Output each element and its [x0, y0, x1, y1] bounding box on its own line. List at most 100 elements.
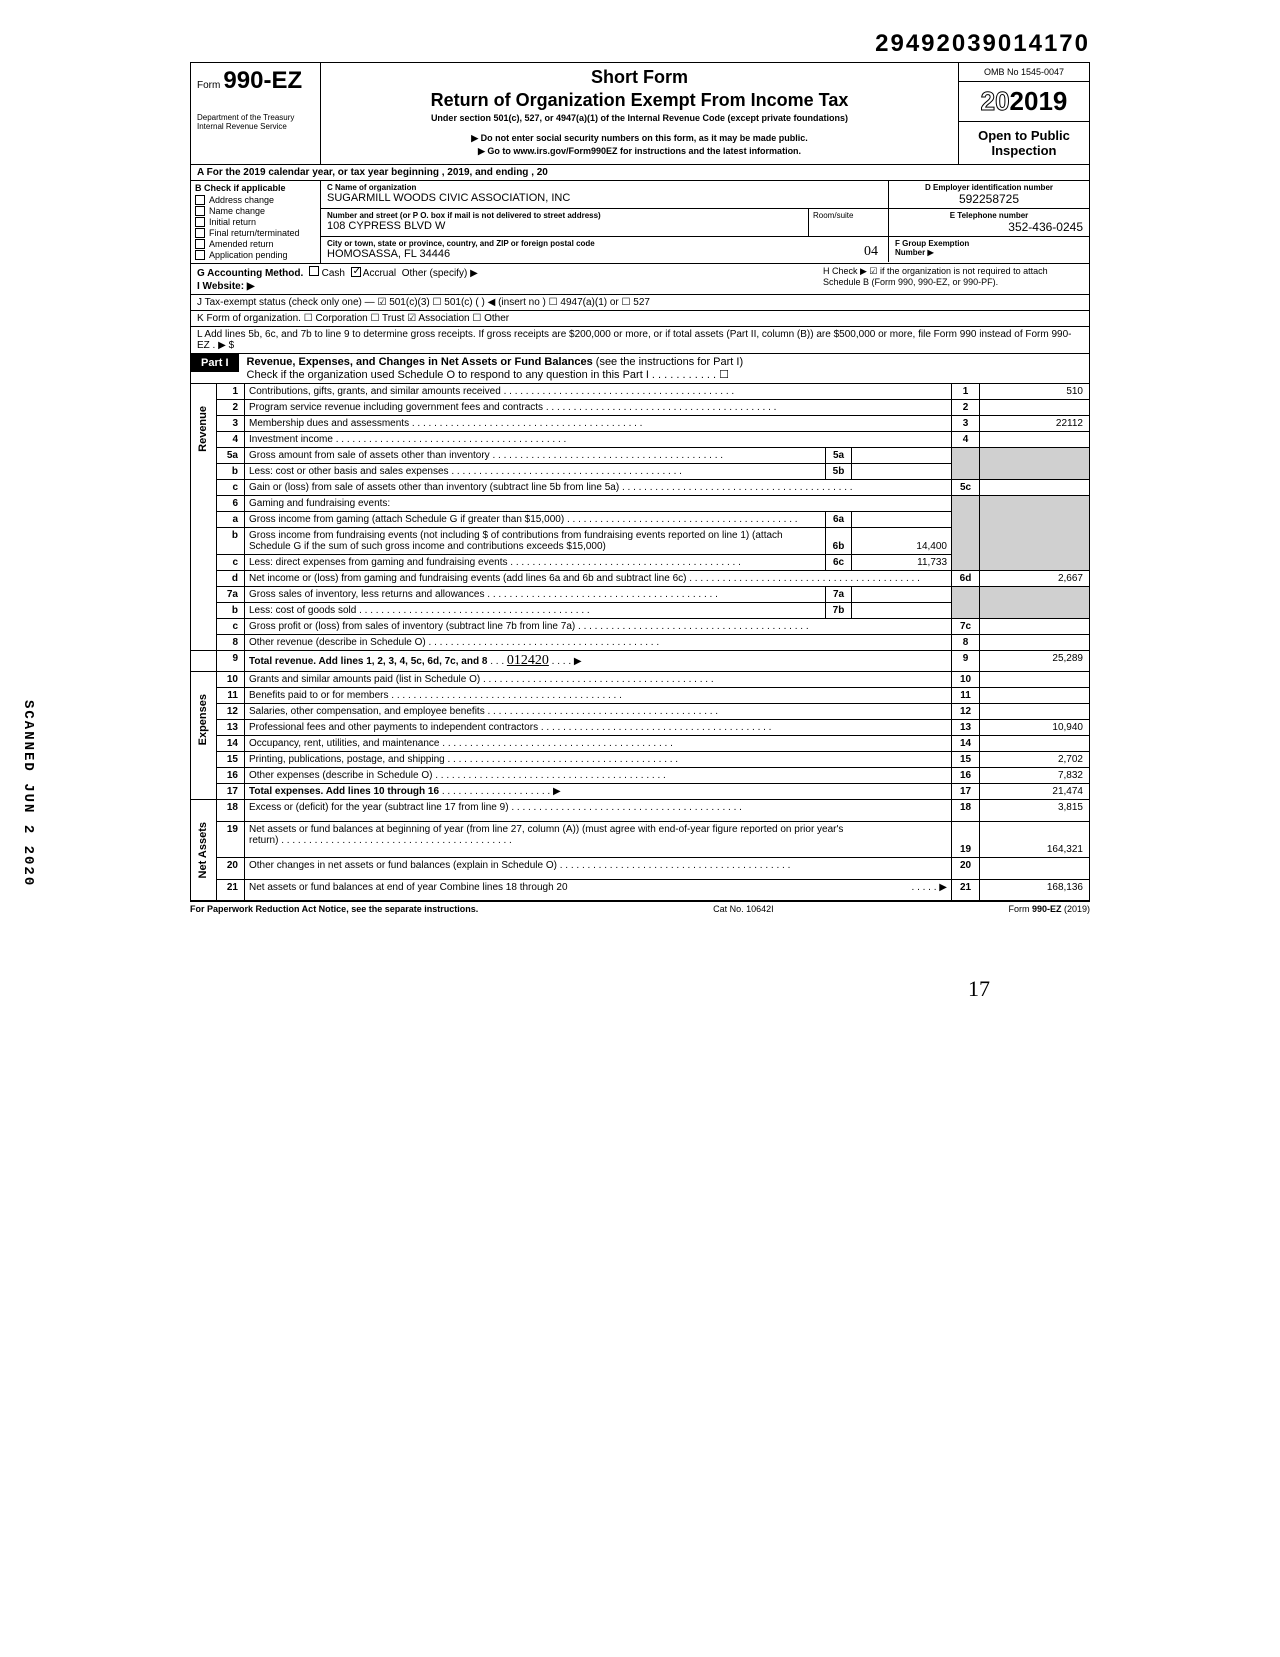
- line-15-desc: Printing, publications, postage, and shi…: [249, 754, 947, 765]
- line-13-num: 13: [217, 720, 245, 736]
- line-10-box: 10: [952, 672, 980, 688]
- line-5c-num: c: [217, 480, 245, 496]
- line-21-box: 21: [952, 879, 980, 901]
- line-21-desc: Net assets or fund balances at end of ye…: [249, 882, 912, 893]
- line-5b-mini-val: [852, 464, 952, 480]
- footer-form-ref: Form 990-EZ (2019): [1008, 904, 1090, 914]
- line-5c-box: 5c: [952, 480, 980, 496]
- section-b-through-f: B Check if applicable Address change Nam…: [190, 181, 1090, 264]
- line-7b-mini-num: 7b: [826, 603, 852, 619]
- line-8-desc: Other revenue (describe in Schedule O): [249, 637, 947, 648]
- other-label: Other (specify) ▶: [402, 268, 478, 279]
- form-label: Form: [197, 80, 220, 91]
- line-12-box: 12: [952, 704, 980, 720]
- chk-amended-return[interactable]: Amended return: [195, 239, 316, 249]
- part-1-header: Part I Revenue, Expenses, and Changes in…: [190, 354, 1090, 384]
- line-18-amt: 3,815: [980, 800, 1090, 822]
- line-6c-mini-val: 11,733: [852, 555, 952, 571]
- chk-application-pending[interactable]: Application pending: [195, 250, 316, 260]
- line-4-desc: Investment income: [249, 434, 947, 445]
- line-7-shaded-amt: [980, 587, 1090, 619]
- line-11-num: 11: [217, 688, 245, 704]
- line-6a-mini-num: 6a: [826, 512, 852, 528]
- line-7c-num: c: [217, 619, 245, 635]
- line-2-desc: Program service revenue including govern…: [249, 402, 947, 413]
- line-9-box: 9: [952, 651, 980, 672]
- scanned-stamp: SCANNED JUN 2 2020: [20, 700, 36, 887]
- line-6c-num: c: [217, 555, 245, 571]
- row-k: K Form of organization. ☐ Corporation ☐ …: [190, 311, 1090, 327]
- line-21-amt: 168,136: [980, 879, 1090, 901]
- line-8-num: 8: [217, 635, 245, 651]
- line-11-box: 11: [952, 688, 980, 704]
- handwritten-04: 04: [864, 244, 878, 260]
- line-6c-desc: Less: direct expenses from gaming and fu…: [249, 557, 821, 568]
- line-20-amt: [980, 858, 1090, 880]
- line-12-desc: Salaries, other compensation, and employ…: [249, 706, 947, 717]
- line-16-desc: Other expenses (describe in Schedule O): [249, 770, 947, 781]
- part-1-tab: Part I: [191, 354, 239, 372]
- line-6a-desc: Gross income from gaming (attach Schedul…: [249, 514, 821, 525]
- group-number-label: Number ▶: [895, 248, 1083, 257]
- main-title: Return of Organization Exempt From Incom…: [327, 90, 952, 111]
- phone-label: E Telephone number: [895, 211, 1083, 220]
- line-10-amt: [980, 672, 1090, 688]
- chk-final-return[interactable]: Final return/terminated: [195, 228, 316, 238]
- row-a-tax-year: A For the 2019 calendar year, or tax yea…: [190, 165, 1090, 181]
- line-6d-desc: Net income or (loss) from gaming and fun…: [249, 573, 947, 584]
- dept-treasury: Department of the Treasury: [197, 113, 314, 122]
- line-5a-mini-val: [852, 448, 952, 464]
- part-1-title-suffix: (see the instructions for Part I): [596, 356, 743, 368]
- address-label: Number and street (or P O. box if mail i…: [327, 211, 802, 220]
- chk-address-change[interactable]: Address change: [195, 195, 316, 205]
- line-15-amt: 2,702: [980, 752, 1090, 768]
- line-5-shaded: [952, 448, 980, 480]
- line-12-num: 12: [217, 704, 245, 720]
- row-g-h-i: G Accounting Method. Cash Accrual Other …: [190, 264, 1090, 295]
- dept-irs: Internal Revenue Service: [197, 122, 314, 131]
- line-7a-num: 7a: [217, 587, 245, 603]
- line-3-num: 3: [217, 416, 245, 432]
- line-5a-num: 5a: [217, 448, 245, 464]
- line-19-amt: 164,321: [980, 821, 1090, 858]
- line-6d-box: 6d: [952, 571, 980, 587]
- group-exemption-label: F Group Exemption: [895, 239, 1083, 248]
- line-20-desc: Other changes in net assets or fund bala…: [249, 860, 947, 871]
- line-9-desc: Total revenue. Add lines 1, 2, 3, 4, 5c,…: [249, 656, 487, 667]
- line-4-num: 4: [217, 432, 245, 448]
- line-7-shaded: [952, 587, 980, 619]
- line-18-desc: Excess or (deficit) for the year (subtra…: [249, 802, 947, 813]
- schedule-b-check: H Check ▶ ☑ if the organization is not r…: [823, 266, 1083, 292]
- form-number: 990-EZ: [223, 67, 302, 94]
- line-9-handwritten: 012420: [507, 653, 549, 668]
- line-7a-mini-num: 7a: [826, 587, 852, 603]
- line-3-amt: 22112: [980, 416, 1090, 432]
- footer-cat-no: Cat No. 10642I: [713, 904, 774, 914]
- line-16-box: 16: [952, 768, 980, 784]
- chk-initial-return[interactable]: Initial return: [195, 217, 316, 227]
- line-1-num: 1: [217, 384, 245, 400]
- row-j: J Tax-exempt status (check only one) — ☑…: [190, 295, 1090, 311]
- address-value: 108 CYPRESS BLVD W: [327, 220, 802, 232]
- document-id: 29492039014170: [190, 30, 1090, 58]
- subtitle: Under section 501(c), 527, or 4947(a)(1)…: [327, 113, 952, 123]
- line-11-desc: Benefits paid to or for members: [249, 690, 947, 701]
- line-15-num: 15: [217, 752, 245, 768]
- page-footer: For Paperwork Reduction Act Notice, see …: [190, 901, 1090, 916]
- line-12-amt: [980, 704, 1090, 720]
- part-1-title: Revenue, Expenses, and Changes in Net As…: [247, 356, 593, 368]
- line-5b-num: b: [217, 464, 245, 480]
- line-13-desc: Professional fees and other payments to …: [249, 722, 947, 733]
- line-4-amt: [980, 432, 1090, 448]
- line-7b-desc: Less: cost of goods sold: [249, 605, 821, 616]
- open-to-public: Open to Public Inspection: [959, 122, 1089, 164]
- line-6-desc: Gaming and fundraising events:: [245, 496, 952, 512]
- tax-year: 202019: [959, 82, 1089, 122]
- part-1-table: Revenue 1 Contributions, gifts, grants, …: [190, 384, 1090, 901]
- org-name: SUGARMILL WOODS CIVIC ASSOCIATION, INC: [327, 192, 882, 204]
- chk-name-change[interactable]: Name change: [195, 206, 316, 216]
- line-6d-amt: 2,667: [980, 571, 1090, 587]
- line-18-num: 18: [217, 800, 245, 822]
- line-16-amt: 7,832: [980, 768, 1090, 784]
- line-5c-amt: [980, 480, 1090, 496]
